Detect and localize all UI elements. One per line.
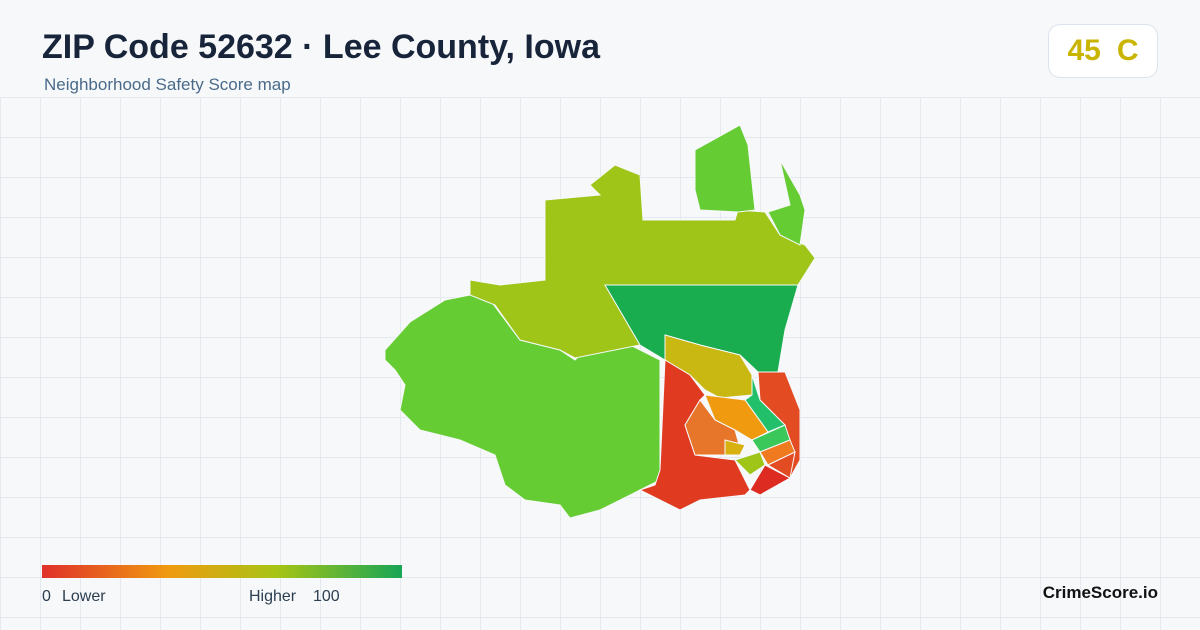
area <box>638 359 751 511</box>
legend-min: 0 <box>42 588 51 605</box>
area <box>734 451 766 476</box>
legend-max: 100 <box>313 588 340 605</box>
area <box>694 124 756 213</box>
title: ZIP Code 52632 · Lee County, Iowa <box>42 28 600 66</box>
area <box>767 159 806 246</box>
legend-max-label: Higher <box>249 588 297 605</box>
score-badge: 45 C <box>1048 24 1158 78</box>
subtitle: Neighborhood Safety Score map <box>44 75 291 94</box>
area <box>766 451 796 479</box>
legend-min-label: Lower <box>62 588 106 605</box>
area <box>724 439 746 456</box>
legend-gradient <box>42 565 402 578</box>
score-grade: C <box>1116 34 1139 67</box>
brand: CrimeScore.io <box>1042 583 1158 602</box>
score-value: 45 <box>1067 34 1101 67</box>
